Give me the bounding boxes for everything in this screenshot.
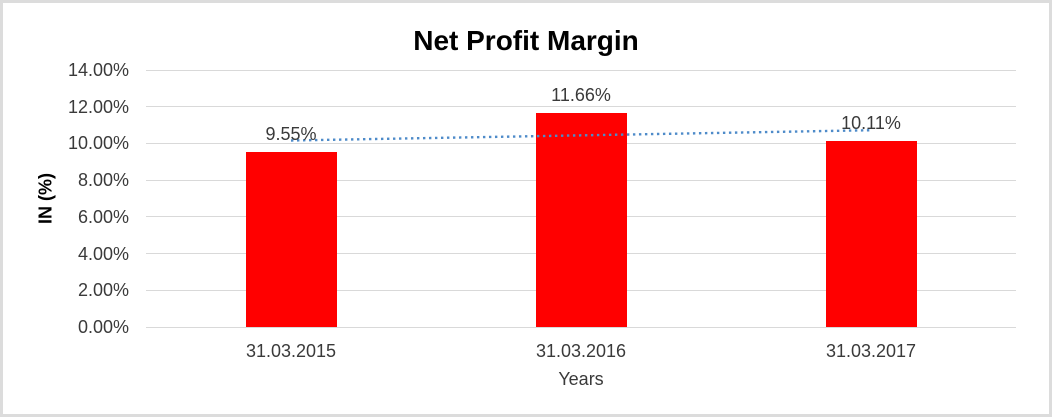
x-axis-title: Years: [558, 369, 604, 389]
trendline-segment: [290, 129, 872, 142]
gridline: [146, 69, 1016, 71]
bar-value-label: 11.66%: [551, 84, 611, 105]
y-axis-tick-label: 14.00%: [67, 60, 129, 80]
x-axis-category-label: 31.03.2015: [245, 341, 337, 361]
y-axis-tick-label: 2.00%: [77, 280, 129, 301]
y-axis-tick-label: 8.00%: [77, 170, 129, 191]
x-axis-category-label: 31.03.2017: [825, 341, 917, 361]
y-axis-tick-label: 6.00%: [77, 206, 129, 227]
y-axis-tick-label: 12.00%: [67, 96, 129, 117]
bar-31.03.2015: [245, 151, 337, 327]
trendline: [290, 129, 872, 142]
gridline: [146, 106, 1016, 108]
bar-31.03.2017: [825, 141, 917, 327]
chart-title: Net Profit Margin: [413, 25, 639, 56]
plot-area: 9.55% 11.66% 10.11%: [146, 69, 1016, 328]
x-axis-category-label: 31.03.2016: [535, 341, 627, 361]
gridline: [146, 326, 1016, 328]
y-axis-tick-label: 4.00%: [77, 243, 129, 264]
y-axis-tick-label: 0.00%: [77, 317, 129, 337]
bar-value-label: 9.55%: [265, 123, 317, 144]
y-axis-tick-label: 10.00%: [67, 133, 129, 154]
bar-31.03.2016: [535, 112, 627, 327]
bar-value-label: 10.11%: [841, 113, 901, 134]
